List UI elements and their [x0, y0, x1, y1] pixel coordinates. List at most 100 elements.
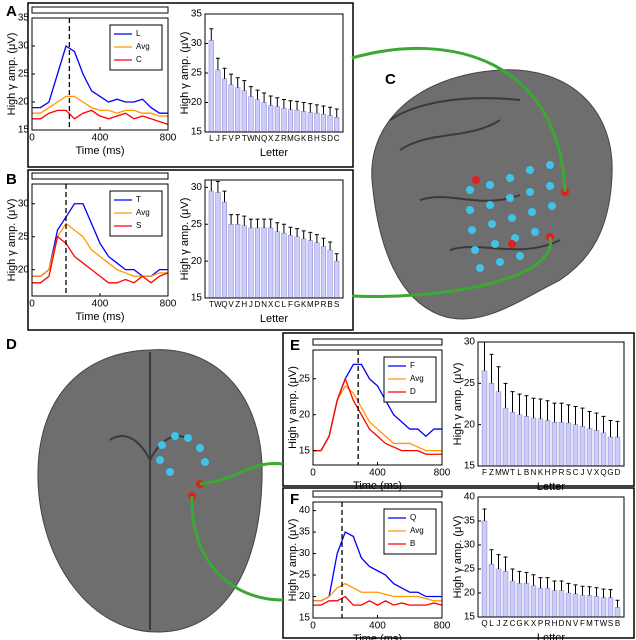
- bar: [320, 246, 327, 299]
- error-bar: [281, 223, 286, 234]
- y-tick-label: 25: [18, 231, 30, 242]
- x-tick-label: M: [287, 134, 294, 143]
- x-tick-label: L: [517, 468, 522, 477]
- y-tick-label: 20: [191, 97, 203, 108]
- axes-frame: [477, 341, 625, 467]
- legend-label: S: [136, 221, 141, 230]
- bar: [495, 568, 502, 618]
- error-bar: [308, 103, 313, 113]
- bar: [600, 597, 607, 618]
- x-tick-label: H: [552, 619, 558, 628]
- y-tick-label: 15: [464, 612, 476, 623]
- bar: [248, 96, 254, 133]
- bar: [530, 417, 537, 467]
- x-tick-label: B: [327, 300, 332, 309]
- significance-bar: [312, 490, 443, 498]
- axes-frame: [31, 17, 169, 131]
- error-bar: [482, 508, 487, 521]
- bar: [509, 412, 516, 467]
- error-bar: [580, 407, 585, 427]
- error-bar: [601, 588, 606, 598]
- error-bar: [242, 80, 247, 91]
- y-tick-label: 30: [191, 182, 203, 193]
- y-tick-label: 20: [299, 591, 311, 602]
- bar: [607, 436, 614, 467]
- axes-frame: [204, 13, 344, 133]
- error-bar: [594, 412, 599, 431]
- bar: [516, 414, 523, 467]
- y-tick-label: 15: [299, 445, 311, 456]
- y-tick-label: 25: [299, 570, 311, 581]
- series-line: [32, 235, 169, 284]
- error-bar: [496, 554, 501, 569]
- bar: [558, 590, 565, 618]
- x-tick-label: D: [327, 134, 333, 143]
- x-tick-label: J: [581, 468, 585, 477]
- x-tick-label: Q: [600, 468, 606, 477]
- bar: [565, 422, 572, 467]
- error-bar: [587, 410, 592, 429]
- error-bar: [524, 571, 529, 584]
- panel-label: A: [6, 3, 17, 20]
- series-line: [32, 109, 169, 126]
- y-tick-label: 15: [191, 293, 203, 304]
- x-tick-label: C: [334, 134, 340, 143]
- x-tick-label: S: [566, 468, 571, 477]
- significance-bar: [31, 172, 169, 180]
- bar: [221, 201, 228, 299]
- x-tick-label: M: [307, 300, 314, 309]
- x-tick-label: Z: [503, 619, 508, 628]
- bar: [495, 391, 502, 467]
- bar: [314, 112, 320, 133]
- bar: [579, 595, 586, 618]
- error-bar: [517, 570, 522, 584]
- brain-lateral: [351, 46, 613, 320]
- error-bar: [552, 580, 557, 591]
- x-tick-label: P: [552, 468, 557, 477]
- error-bar: [496, 366, 501, 392]
- y-tick-label: 15: [464, 461, 476, 472]
- bar: [261, 227, 267, 299]
- bar: [287, 109, 294, 133]
- legend-label: Q: [410, 513, 416, 522]
- bar: [544, 420, 551, 467]
- legend-label: T: [136, 195, 141, 204]
- x-tick-label: G: [516, 619, 522, 628]
- panel-frame: [27, 2, 354, 168]
- error-bar: [295, 228, 300, 237]
- y-tick-label: 30: [464, 540, 476, 551]
- panel-frame: [282, 332, 635, 487]
- bar: [254, 227, 261, 299]
- axes-frame: [31, 183, 169, 297]
- error-bar: [248, 218, 253, 228]
- x-tick-label: V: [587, 468, 593, 477]
- x-tick-label: 0: [29, 299, 35, 310]
- error-bar: [559, 402, 564, 423]
- x-axis-title: Letter: [537, 481, 565, 493]
- y-axis-title: High γ amp. (μV): [287, 366, 299, 449]
- x-tick-label: H: [314, 134, 320, 143]
- bar: [294, 109, 300, 133]
- x-tick-label: R: [559, 468, 565, 477]
- x-tick-label: X: [531, 619, 537, 628]
- y-axis-title: High γ amp. (μV): [179, 32, 191, 115]
- error-bar: [295, 100, 300, 111]
- error-bar: [503, 382, 508, 409]
- x-tick-label: G: [294, 300, 300, 309]
- error-bar: [262, 218, 267, 228]
- y-tick-label: 20: [18, 264, 30, 275]
- legend-label: Avg: [136, 42, 150, 51]
- y-tick-label: 15: [191, 127, 203, 138]
- bar: [287, 235, 294, 299]
- axes-frame: [312, 349, 443, 466]
- x-tick-label: D: [615, 468, 621, 477]
- bar: [235, 87, 241, 133]
- bar: [307, 112, 313, 133]
- bar: [274, 231, 280, 299]
- bar: [261, 102, 267, 133]
- legend-label: Avg: [410, 374, 424, 383]
- x-tick-label: W: [600, 619, 608, 628]
- x-tick-label: 800: [160, 133, 177, 144]
- panel-frame: [27, 169, 354, 331]
- bar: [530, 585, 537, 618]
